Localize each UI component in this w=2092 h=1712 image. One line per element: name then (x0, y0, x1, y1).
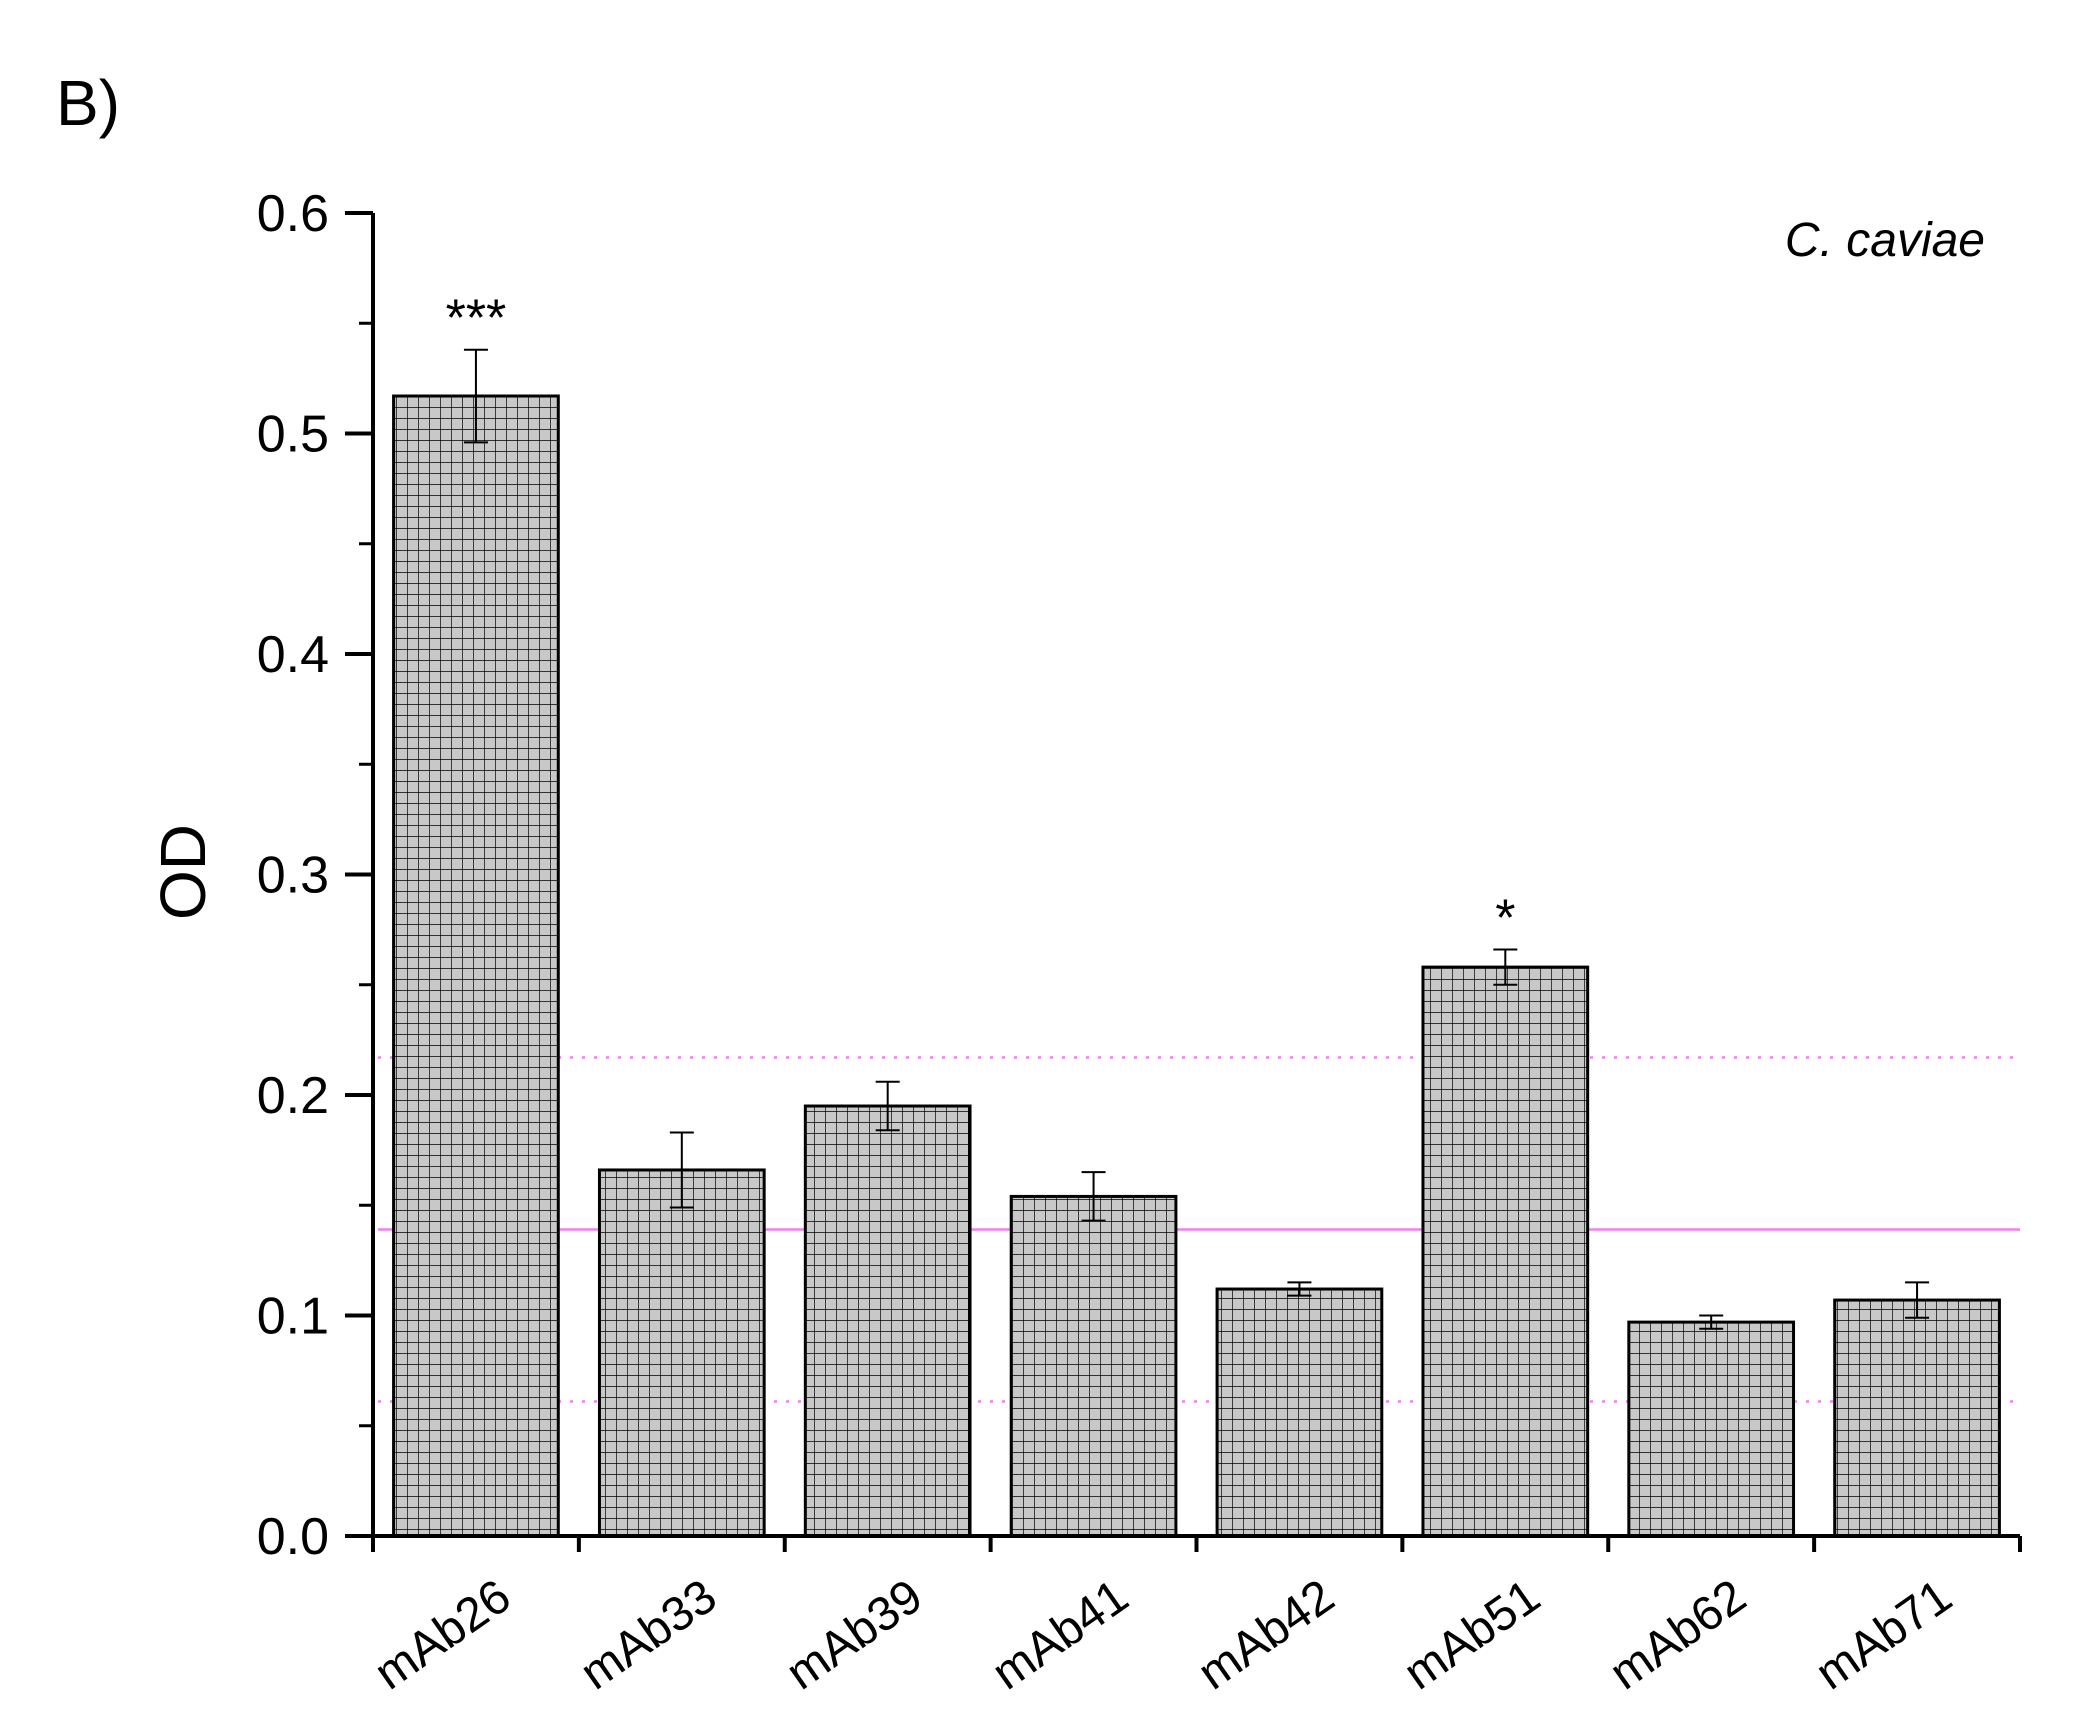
y-tick-label: 0.2 (257, 1067, 329, 1125)
x-category-label: mAb42 (1189, 1570, 1344, 1701)
x-category-label: mAb39 (777, 1570, 932, 1701)
error-bar-mAb51 (1493, 948, 1518, 986)
organism-annotation: C. caviae (1785, 214, 1985, 267)
significance-marker-mAb26: *** (446, 290, 507, 348)
y-tick-label: 0.4 (257, 626, 329, 684)
x-category-label: mAb33 (571, 1570, 726, 1701)
bar-mAb26 (392, 394, 560, 1538)
y-tick-label: 0.3 (257, 847, 329, 905)
bar-mAb62 (1627, 1320, 1796, 1538)
error-bar-mAb26 (463, 348, 488, 444)
error-bar-mAb33 (669, 1131, 694, 1209)
error-bar-mAb39 (875, 1080, 900, 1132)
x-category-label: mAb62 (1601, 1570, 1756, 1701)
x-category-label: mAb26 (365, 1570, 520, 1701)
bar-mAb71 (1833, 1298, 2001, 1538)
bar-mAb41 (1009, 1194, 1178, 1538)
y-tick-label: 0.6 (257, 185, 329, 243)
panel-label: B) (56, 67, 120, 139)
y-tick-label: 0.1 (257, 1288, 329, 1346)
bar-mAb33 (597, 1168, 766, 1538)
axes (345, 211, 2022, 1552)
error-bar-mAb62 (1699, 1314, 1724, 1330)
x-category-label: mAb71 (1806, 1570, 1961, 1701)
bar-mAb42 (1215, 1287, 1384, 1538)
bar-mAb51 (1421, 965, 1590, 1538)
significance-marker-mAb51: * (1495, 889, 1515, 947)
bars (392, 348, 2001, 1538)
bar-mAb39 (803, 1104, 972, 1538)
y-tick-label: 0.5 (257, 406, 329, 464)
x-category-label: mAb41 (983, 1570, 1138, 1701)
error-bar-mAb41 (1081, 1171, 1106, 1222)
y-tick-label: 0.0 (257, 1508, 329, 1566)
x-category-label: mAb51 (1395, 1570, 1550, 1701)
error-bar-mAb42 (1287, 1281, 1312, 1297)
error-bar-mAb71 (1905, 1281, 1930, 1319)
y-axis-title: OD (147, 824, 219, 920)
